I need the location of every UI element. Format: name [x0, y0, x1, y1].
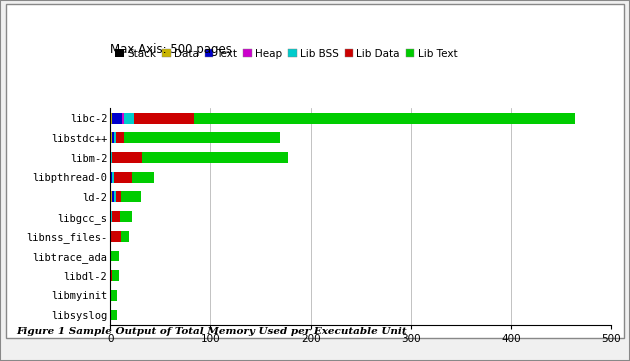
Bar [114, 191, 117, 202]
Bar [112, 113, 122, 123]
Bar [124, 132, 280, 143]
Bar [134, 113, 195, 123]
Bar [112, 191, 114, 202]
Bar [117, 191, 121, 202]
Bar [121, 191, 141, 202]
Bar [110, 251, 112, 261]
Bar [110, 172, 112, 183]
Bar [112, 251, 119, 261]
Bar [110, 113, 112, 123]
Legend: Stack, Data, Text, Heap, Lib BSS, Lib Data, Lib Text: Stack, Data, Text, Heap, Lib BSS, Lib Da… [115, 48, 457, 58]
Bar [132, 172, 154, 183]
Bar [110, 310, 112, 321]
Text: Figure 1 Sample Output of Total Memory Used per Executable Unit: Figure 1 Sample Output of Total Memory U… [16, 327, 406, 336]
Text: Max Axis: 500 pages: Max Axis: 500 pages [110, 43, 232, 56]
Bar [114, 172, 132, 183]
Bar [110, 132, 112, 143]
Bar [110, 152, 112, 163]
Bar [120, 211, 132, 222]
Bar [112, 211, 120, 222]
Bar [110, 270, 112, 281]
Bar [110, 231, 112, 242]
Bar [112, 290, 117, 301]
Bar [195, 113, 575, 123]
Bar [114, 132, 117, 143]
Bar [112, 310, 117, 321]
Bar [112, 270, 119, 281]
Bar [117, 132, 124, 143]
Bar [110, 290, 112, 301]
Bar [121, 231, 129, 242]
Bar [112, 172, 114, 183]
Bar [124, 113, 134, 123]
Bar [112, 152, 142, 163]
Bar [112, 132, 114, 143]
Bar [112, 231, 121, 242]
Bar [122, 113, 124, 123]
Bar [142, 152, 287, 163]
Bar [110, 211, 112, 222]
Bar [110, 191, 112, 202]
